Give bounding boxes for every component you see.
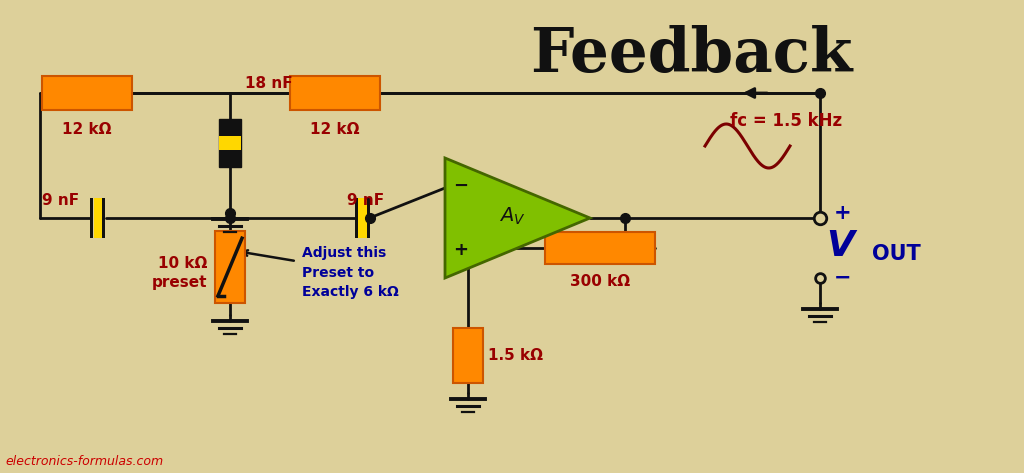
Text: Feedback: Feedback <box>530 25 853 85</box>
Text: −: − <box>834 268 852 288</box>
Text: 9 nF: 9 nF <box>42 193 79 208</box>
Text: 1.5 kΩ: 1.5 kΩ <box>488 348 543 363</box>
Bar <box>357 198 367 238</box>
Bar <box>215 231 245 303</box>
Bar <box>354 198 357 238</box>
Bar <box>219 119 241 167</box>
Bar <box>102 198 105 238</box>
Bar <box>90 198 93 238</box>
Text: Adjust this
Preset to
Exactly 6 kΩ: Adjust this Preset to Exactly 6 kΩ <box>302 246 398 299</box>
Bar <box>545 232 655 264</box>
Bar <box>42 76 132 110</box>
Text: 18 nF: 18 nF <box>245 76 293 91</box>
Text: 300 kΩ: 300 kΩ <box>570 274 630 289</box>
Text: fc = 1.5 kHz: fc = 1.5 kHz <box>730 112 842 130</box>
Text: $A_V$: $A_V$ <box>500 205 525 227</box>
Text: 10 kΩ: 10 kΩ <box>158 256 207 271</box>
Text: −: − <box>454 177 469 195</box>
Text: V: V <box>826 229 854 263</box>
Polygon shape <box>445 158 590 278</box>
Text: OUT: OUT <box>872 244 921 264</box>
Text: preset: preset <box>152 275 207 290</box>
Text: 12 kΩ: 12 kΩ <box>310 122 359 137</box>
Text: 12 kΩ: 12 kΩ <box>62 122 112 137</box>
Text: +: + <box>454 241 469 259</box>
Bar <box>93 198 102 238</box>
Bar <box>453 328 483 383</box>
Text: +: + <box>834 203 852 223</box>
Text: electronics-formulas.com: electronics-formulas.com <box>5 455 163 468</box>
Bar <box>219 136 241 150</box>
Bar <box>367 198 370 238</box>
Text: 9 nF: 9 nF <box>347 193 384 208</box>
Bar <box>290 76 380 110</box>
